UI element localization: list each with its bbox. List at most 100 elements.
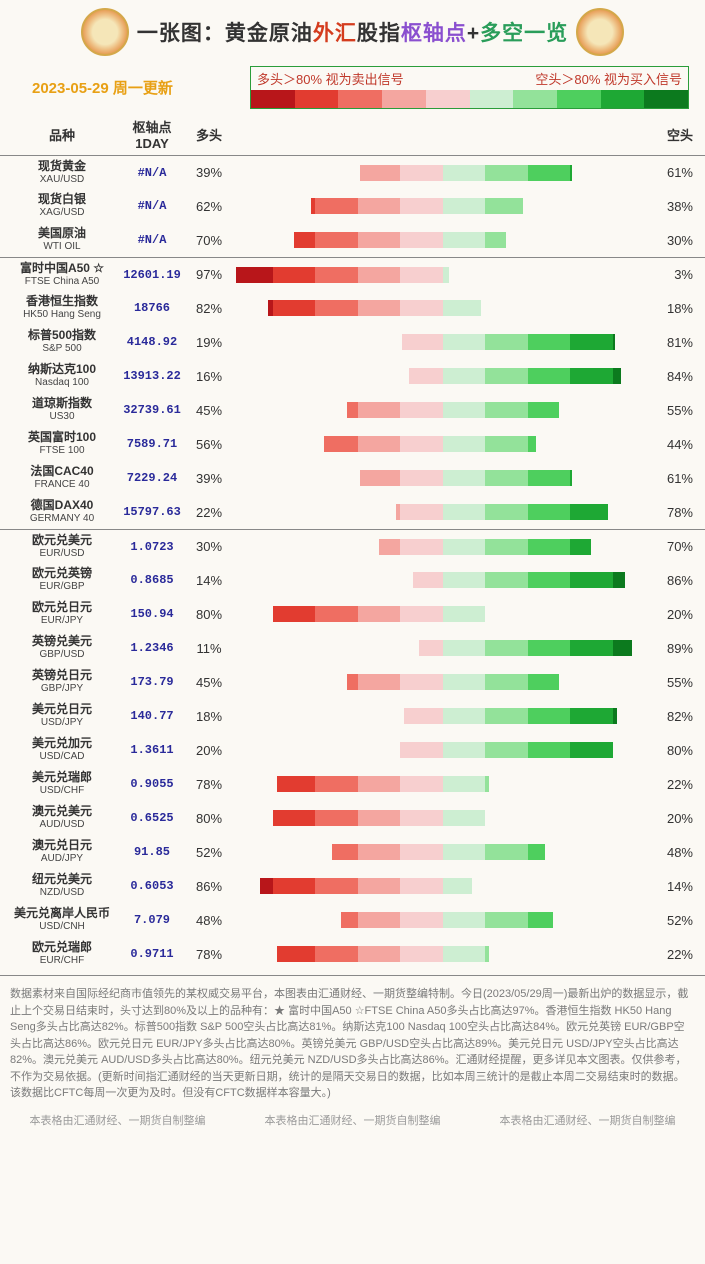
bar-segment [572,165,655,181]
table-row: 道琼斯指数US3032739.6145%55% [0,393,705,427]
sentiment-bar [230,946,655,962]
bar-segment [230,300,268,316]
bar-segment [230,470,360,486]
instrument-name: 富时中国A50 ☆FTSE China A50 [8,262,116,287]
short-pct: 22% [655,947,697,962]
table-row: 现货黄金XAU/USD#N/A39%61% [0,155,705,189]
column-headers: 品种 枢轴点1DAY 多头 空头 [0,115,705,155]
sentiment-bar [230,334,655,350]
pivot-value: #N/A [116,166,188,180]
bar-segment [358,912,401,928]
bar-segment [358,810,401,826]
legend-swatch [382,90,426,108]
bar-segment [273,300,316,316]
table-row: 纽元兑美元NZD/USD0.605386%14% [0,869,705,903]
bar-segment [559,674,655,690]
pivot-value: 0.9711 [116,947,188,961]
bar-segment [230,708,404,724]
pivot-value: 7229.24 [116,471,188,485]
instrument-name: 美元兑加元USD/CAD [8,737,116,762]
table-row: 富时中国A50 ☆FTSE China A5012601.1997%3% [0,257,705,291]
long-pct: 30% [188,539,230,554]
pivot-value: 32739.61 [116,403,188,417]
bar-segment [485,640,528,656]
table-row: 欧元兑瑞郎EUR/CHF0.971178%22% [0,937,705,971]
bar-segment [570,504,608,520]
table-row: 英镑兑日元GBP/JPY173.7945%55% [0,665,705,699]
bar-segment [443,232,486,248]
instrument-name: 美元兑日元USD/JPY [8,703,116,728]
pivot-value: 0.6053 [116,879,188,893]
instrument-name: 英镑兑日元GBP/JPY [8,669,116,694]
long-pct: 39% [188,471,230,486]
bar-segment [230,776,277,792]
bar-segment [443,504,486,520]
bar-segment [591,539,655,555]
title-p1: 黄金原油 [225,22,313,45]
bar-segment [358,300,401,316]
short-pct: 3% [655,267,697,282]
table-row: 欧元兑美元EUR/USD1.072330%70% [0,529,705,563]
pivot-value: 1.0723 [116,540,188,554]
bar-segment [379,539,400,555]
bar-segment [443,844,486,860]
table-row: 法国CAC40FRANCE 407229.2439% 61% [0,461,705,495]
bar-segment [485,198,523,214]
bar-segment [400,504,443,520]
bar-segment [545,844,656,860]
bar-segment [528,470,571,486]
legend-swatch [426,90,470,108]
logo-left-icon [81,8,129,56]
short-pct: 55% [655,675,697,690]
bar-segment [617,708,655,724]
short-pct: 61% [655,471,697,486]
bar-segment [347,402,358,418]
bar-segment [485,165,528,181]
col-name: 品种 [8,125,116,144]
table-row: 美元兑加元USD/CAD1.361120%80% [0,733,705,767]
bar-segment [400,402,443,418]
table-row: 美元兑瑞郎USD/CHF0.905578%22% [0,767,705,801]
bar-segment [528,504,571,520]
table-row: 英镑兑美元GBP/USD1.234611%89% [0,631,705,665]
instrument-name: 澳元兑日元AUD/JPY [8,839,116,864]
sentiment-bar [230,572,655,588]
bar-segment [402,334,442,350]
bar-segment [315,776,358,792]
instrument-name: 法国CAC40FRANCE 40 [8,465,116,490]
short-pct: 89% [655,641,697,656]
bar-segment [485,402,528,418]
bar-segment [400,844,443,860]
bar-segment [443,572,486,588]
short-pct: 82% [655,709,697,724]
sentiment-bar [230,402,655,418]
long-pct: 70% [188,233,230,248]
bar-segment [443,334,486,350]
page-title: 一张图：黄金原油外汇股指枢轴点+多空一览 [137,17,568,47]
table-row: 美国原油WTI OIL#N/A70%30% [0,223,705,257]
instrument-name: 美元兑离岸人民币USD/CNH [8,907,116,932]
long-pct: 78% [188,777,230,792]
bar-segment [358,232,401,248]
bar-segment [608,504,655,520]
title-plus: + [467,22,480,45]
instrument-name: 澳元兑美元AUD/USD [8,805,116,830]
bar-segment [443,674,486,690]
sentiment-bar [230,300,655,316]
instrument-name: 欧元兑日元EUR/JPY [8,601,116,626]
bar-segment [400,946,443,962]
title-p2: 外汇 [313,22,357,45]
table-row: 英国富时100FTSE 1007589.7156%44% [0,427,705,461]
bar-segment [230,844,332,860]
sentiment-bar [230,912,655,928]
bar-segment [400,776,443,792]
long-pct: 48% [188,913,230,928]
long-pct: 16% [188,369,230,384]
bar-segment [400,198,443,214]
short-pct: 14% [655,879,697,894]
short-pct: 52% [655,913,697,928]
footer-note: 数据素材来自国际经纪商市值领先的某权威交易平台，本图表由汇通财经、一期货整编特制… [0,975,705,1106]
footer-credit-3: 本表格由汇通财经、一期货自制整编 [500,1112,676,1128]
bar-segment [443,912,486,928]
bar-segment [400,674,443,690]
